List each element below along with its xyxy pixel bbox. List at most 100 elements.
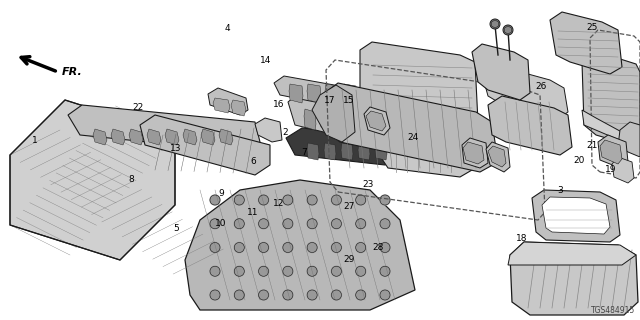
Text: 13: 13 — [170, 144, 182, 153]
Text: 8: 8 — [129, 175, 134, 184]
Circle shape — [307, 266, 317, 276]
Polygon shape — [325, 84, 339, 103]
Polygon shape — [482, 65, 568, 120]
Circle shape — [380, 195, 390, 205]
Text: 16: 16 — [273, 100, 284, 108]
Polygon shape — [93, 129, 107, 145]
Circle shape — [356, 290, 365, 300]
Polygon shape — [488, 96, 572, 155]
Polygon shape — [307, 143, 319, 160]
Circle shape — [234, 195, 244, 205]
Polygon shape — [510, 242, 638, 315]
Text: 7: 7 — [301, 148, 307, 156]
Circle shape — [332, 290, 341, 300]
Circle shape — [307, 290, 317, 300]
Polygon shape — [10, 100, 175, 260]
Text: 3: 3 — [557, 186, 563, 195]
Text: 10: 10 — [215, 220, 227, 228]
Polygon shape — [147, 129, 161, 145]
Text: 24: 24 — [407, 133, 419, 142]
Text: 26: 26 — [535, 82, 547, 91]
Text: 28: 28 — [372, 244, 383, 252]
Polygon shape — [289, 84, 303, 103]
Text: 29: 29 — [343, 255, 355, 264]
Polygon shape — [600, 140, 622, 164]
Text: 19: 19 — [605, 165, 617, 174]
Text: 12: 12 — [273, 199, 284, 208]
Text: 18: 18 — [516, 234, 527, 243]
Polygon shape — [375, 143, 387, 160]
Polygon shape — [472, 44, 530, 100]
Polygon shape — [286, 128, 400, 165]
Polygon shape — [358, 143, 370, 160]
Circle shape — [234, 266, 244, 276]
Circle shape — [259, 195, 269, 205]
Text: 5: 5 — [173, 224, 179, 233]
Circle shape — [283, 195, 293, 205]
Polygon shape — [364, 107, 390, 135]
Circle shape — [380, 243, 390, 252]
Text: TGS484915: TGS484915 — [591, 306, 635, 315]
Circle shape — [210, 195, 220, 205]
Circle shape — [332, 243, 341, 252]
Polygon shape — [307, 84, 321, 103]
Circle shape — [259, 290, 269, 300]
Polygon shape — [463, 142, 484, 164]
Polygon shape — [360, 42, 478, 130]
Circle shape — [307, 195, 317, 205]
Text: 25: 25 — [586, 23, 598, 32]
Circle shape — [307, 219, 317, 229]
Text: 21: 21 — [586, 141, 598, 150]
Circle shape — [332, 266, 341, 276]
Polygon shape — [550, 12, 622, 74]
Polygon shape — [322, 83, 498, 172]
Circle shape — [503, 25, 513, 35]
Circle shape — [380, 290, 390, 300]
Polygon shape — [68, 105, 260, 152]
Circle shape — [283, 219, 293, 229]
Text: 14: 14 — [260, 56, 271, 65]
Circle shape — [283, 290, 293, 300]
Polygon shape — [582, 110, 640, 148]
Text: 9: 9 — [218, 189, 223, 198]
Circle shape — [356, 266, 365, 276]
Circle shape — [259, 243, 269, 252]
Text: 27: 27 — [343, 202, 355, 211]
Circle shape — [210, 266, 220, 276]
Polygon shape — [366, 111, 386, 131]
Text: 6: 6 — [250, 157, 255, 166]
Polygon shape — [336, 109, 348, 130]
Circle shape — [356, 243, 365, 252]
Text: 17: 17 — [324, 96, 335, 105]
Polygon shape — [532, 190, 620, 242]
Polygon shape — [320, 109, 332, 130]
Text: FR.: FR. — [62, 67, 83, 77]
Circle shape — [307, 243, 317, 252]
Polygon shape — [208, 88, 248, 115]
Polygon shape — [288, 92, 360, 138]
Circle shape — [283, 266, 293, 276]
Polygon shape — [324, 143, 336, 160]
Polygon shape — [255, 118, 282, 142]
Text: 4: 4 — [225, 24, 230, 33]
Polygon shape — [508, 242, 636, 265]
Polygon shape — [219, 129, 233, 145]
Circle shape — [259, 266, 269, 276]
Circle shape — [259, 219, 269, 229]
Polygon shape — [140, 115, 270, 175]
Polygon shape — [201, 129, 215, 145]
Circle shape — [380, 266, 390, 276]
Circle shape — [234, 290, 244, 300]
Polygon shape — [488, 146, 506, 167]
Polygon shape — [582, 52, 640, 148]
Circle shape — [210, 290, 220, 300]
Text: 11: 11 — [247, 208, 259, 217]
Circle shape — [234, 243, 244, 252]
Circle shape — [210, 243, 220, 252]
Polygon shape — [111, 129, 125, 145]
Polygon shape — [183, 129, 197, 145]
Polygon shape — [598, 135, 628, 168]
Polygon shape — [612, 157, 634, 183]
Circle shape — [490, 19, 500, 29]
Polygon shape — [343, 84, 357, 103]
